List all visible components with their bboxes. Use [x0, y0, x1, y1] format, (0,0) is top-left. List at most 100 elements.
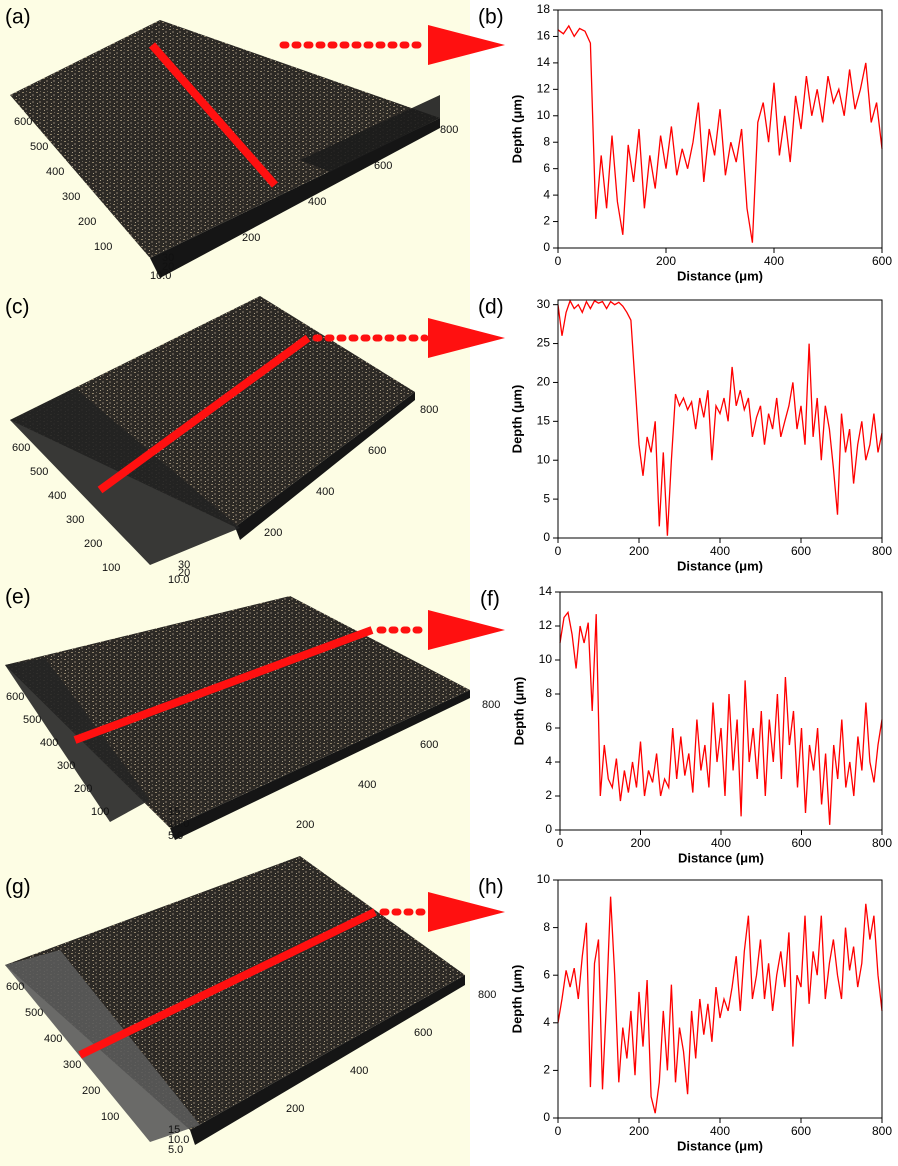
- surface-side: [190, 975, 465, 1145]
- y-tick-label: 0: [545, 822, 552, 836]
- panel-label: (c): [5, 296, 30, 319]
- surface-x-tick: 400: [308, 196, 326, 208]
- arrow-head: [428, 25, 505, 65]
- profile-line: [73, 626, 374, 744]
- surface-x-tick: 800: [440, 124, 458, 136]
- x-tick-label: 600: [791, 836, 811, 850]
- y-tick-label: 12: [537, 82, 551, 96]
- plot-frame: [557, 879, 883, 1119]
- y-tick-label: 10: [537, 108, 551, 122]
- y-tick-label: 2: [543, 1063, 550, 1077]
- surface-z-tick: 10.0: [168, 1134, 189, 1146]
- y-tick-label: 6: [543, 967, 550, 981]
- surface-y-tick: 500: [23, 714, 41, 726]
- y-tick-label: 6: [545, 720, 552, 734]
- y-tick-label: 8: [543, 134, 550, 148]
- surface-x-tick: 800: [478, 989, 496, 1001]
- profile-curve: [559, 610, 883, 825]
- y-tick-label: 0: [543, 1110, 550, 1124]
- y-tick-label: 8: [543, 920, 550, 934]
- profile-curve: [557, 299, 883, 536]
- surface-z-tick: 10.0: [150, 270, 171, 282]
- y-tick-label: 4: [543, 187, 550, 201]
- x-tick-label: 400: [711, 836, 731, 850]
- x-tick-label: 0: [555, 544, 562, 558]
- surface-y-tick: 400: [46, 166, 64, 178]
- y-tick-label: 10: [537, 872, 551, 886]
- x-tick-label: 600: [791, 1124, 811, 1138]
- arrow-head: [428, 610, 505, 650]
- surface-y-tick: 200: [74, 783, 92, 795]
- surface-y-tick: 600: [14, 116, 32, 128]
- arrow-head: [428, 892, 505, 932]
- y-tick-label: 0: [543, 530, 550, 544]
- x-tick-label: 600: [872, 254, 892, 268]
- surface-z-tick: 10.0: [168, 574, 189, 586]
- y-tick-label: 18: [537, 2, 551, 16]
- x-tick-label: 400: [764, 254, 784, 268]
- surface-x-tick: 400: [350, 1065, 368, 1077]
- x-tick-label: 200: [656, 254, 676, 268]
- surface-z-tick: 20: [178, 567, 190, 579]
- y-tick-label: 4: [545, 754, 552, 768]
- y-tick-label: 2: [543, 214, 550, 228]
- surface-y-tick: 100: [101, 1111, 119, 1123]
- surface-side: [235, 392, 415, 540]
- surface-x-tick: 800: [482, 699, 500, 711]
- y-tick-label: 14: [537, 55, 551, 69]
- panel-label: (d): [478, 296, 504, 319]
- x-tick-label: 400: [710, 544, 730, 558]
- surface-x-tick: 600: [374, 160, 392, 172]
- panel-label: (g): [5, 876, 31, 899]
- surface-z-tick: 30: [178, 559, 190, 571]
- x-tick-label: 0: [555, 1124, 562, 1138]
- profile-curve: [557, 896, 883, 1114]
- y-tick-label: 5: [543, 491, 550, 505]
- x-axis-title: Distance (μm): [678, 850, 764, 865]
- surface-x-tick: 200: [296, 819, 314, 831]
- surface-y-tick: 300: [62, 191, 80, 203]
- surface-y-tick: 600: [12, 442, 30, 454]
- surface-strip: [300, 95, 440, 172]
- profile-line: [97, 334, 311, 494]
- y-axis-title: Depth (μm): [509, 95, 524, 164]
- y-tick-label: 2: [545, 788, 552, 802]
- surface-y-tick: 100: [91, 806, 109, 818]
- x-tick-label: 0: [555, 254, 562, 268]
- y-tick-label: 0: [543, 240, 550, 254]
- y-tick-label: 20: [537, 375, 551, 389]
- surface-y-tick: 300: [63, 1059, 81, 1071]
- x-tick-label: 400: [710, 1124, 730, 1138]
- x-axis-title: Distance (μm): [677, 558, 763, 573]
- x-tick-label: 600: [791, 544, 811, 558]
- plot-frame: [557, 299, 883, 539]
- surface-x-tick: 600: [414, 1027, 432, 1039]
- surface-z-tick: 15: [168, 806, 180, 818]
- y-tick-label: 25: [537, 336, 551, 350]
- surface-y-tick: 400: [44, 1033, 62, 1045]
- profile-line: [78, 908, 377, 1059]
- x-axis-title: Distance (μm): [677, 1138, 763, 1153]
- y-tick-label: 8: [545, 686, 552, 700]
- surface-x-tick: 800: [420, 404, 438, 416]
- surface-y-tick: 500: [30, 466, 48, 478]
- surface-y-tick: 300: [57, 760, 75, 772]
- surface-y-tick: 200: [78, 216, 96, 228]
- plot-frame: [557, 9, 883, 249]
- surface-y-tick: 400: [48, 490, 66, 502]
- surface-y-tick: 200: [82, 1085, 100, 1097]
- surface-z-tick: 20: [162, 261, 174, 273]
- surface-x-tick: 200: [242, 232, 260, 244]
- plot-frame: [559, 591, 883, 831]
- surface-y-tick: 600: [6, 691, 24, 703]
- y-tick-label: 6: [543, 161, 550, 175]
- y-axis-title: Depth (μm): [509, 965, 524, 1034]
- surface-y-tick: 400: [40, 737, 58, 749]
- x-tick-label: 800: [872, 544, 892, 558]
- x-tick-label: 200: [630, 836, 650, 850]
- y-tick-label: 16: [537, 29, 551, 43]
- x-tick-label: 800: [872, 836, 892, 850]
- y-tick-label: 14: [539, 584, 553, 598]
- surface-top: [10, 20, 440, 258]
